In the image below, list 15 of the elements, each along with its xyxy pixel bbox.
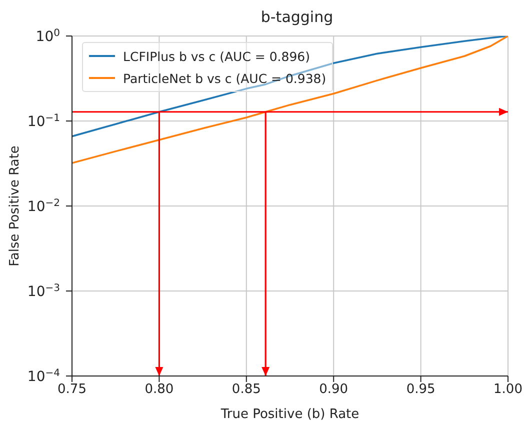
y-tick-label: 10$^{−4}$ xyxy=(27,368,60,385)
y-tick-label: 10$^{−2}$ xyxy=(27,198,60,215)
y-tick-label: 10$^{−1}$ xyxy=(27,112,60,130)
x-tick-label: 0.95 xyxy=(406,382,436,398)
y-tick-label: 10$^{−3}$ xyxy=(27,282,60,300)
chart-title: b-tagging xyxy=(260,8,334,26)
y-axis-title: False Positive Rate xyxy=(8,146,23,266)
x-tick-label: 0.80 xyxy=(144,382,174,398)
legend-label: LCFIPlus b vs c (AUC = 0.896) xyxy=(123,48,310,64)
x-tick-label: 1.00 xyxy=(494,382,522,398)
x-tick-label: 0.90 xyxy=(319,382,348,398)
x-tick-label: 0.75 xyxy=(58,382,86,398)
x-tick-label: 0.85 xyxy=(232,382,261,398)
x-axis-title: True Positive (b) Rate xyxy=(220,407,360,422)
y-tick-label: 10$^{0}$ xyxy=(36,28,60,45)
